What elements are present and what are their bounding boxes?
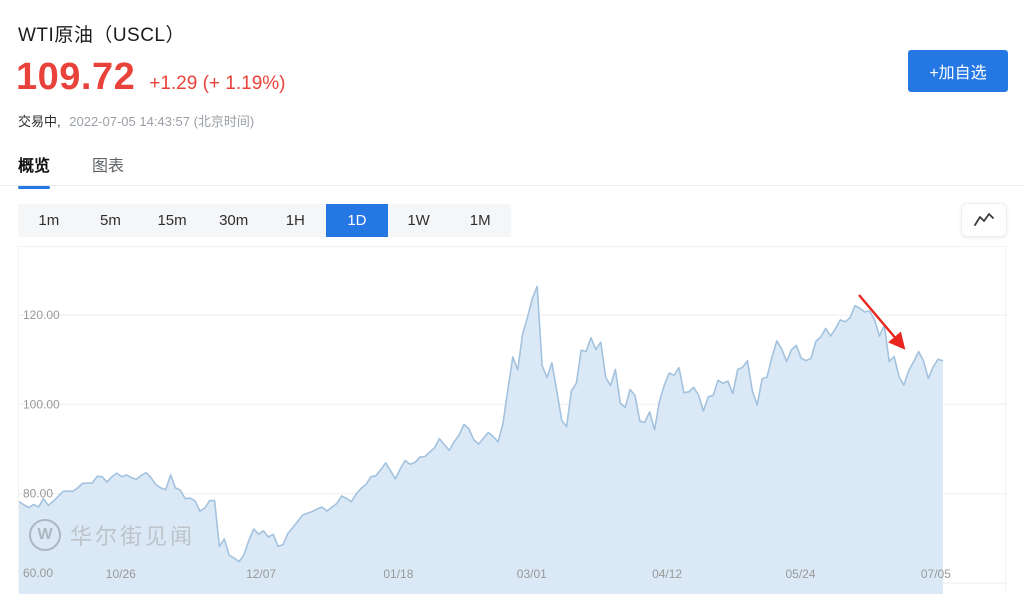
svg-text:10/26: 10/26 xyxy=(106,567,136,581)
svg-text:04/12: 04/12 xyxy=(652,567,682,581)
svg-text:60.00: 60.00 xyxy=(23,566,53,580)
tab-chart-label: 图表 xyxy=(92,158,125,175)
instrument-title: WTI原油（USCL） xyxy=(18,25,186,46)
price-row: 109.72 +1.29 (+ 1.19%) xyxy=(16,56,286,99)
add-watchlist-button[interactable]: +加自选 xyxy=(908,50,1008,92)
interval-30m[interactable]: 30m xyxy=(219,212,249,229)
interval-selector: 1m 5m 15m 30m 1H 1D 1W 1M xyxy=(18,204,511,237)
svg-text:120.00: 120.00 xyxy=(23,308,60,322)
interval-1w[interactable]: 1W xyxy=(407,212,430,229)
line-chart-icon xyxy=(974,213,994,226)
chart-style-button[interactable] xyxy=(961,203,1007,237)
price-change: +1.29 (+ 1.19%) xyxy=(149,73,286,94)
last-price: 109.72 xyxy=(16,56,136,98)
view-tabs: 概览 图表 xyxy=(18,152,124,189)
svg-text:100.00: 100.00 xyxy=(23,397,60,411)
interval-15m[interactable]: 15m xyxy=(157,212,187,229)
interval-1m-month[interactable]: 1M xyxy=(469,212,491,229)
interval-1d[interactable]: 1D xyxy=(326,204,388,237)
trading-status: 交易中, xyxy=(18,114,61,129)
price-chart: 120.00 100.00 80.00 60.00 10/26 12/07 01/18 03/… xyxy=(19,285,1007,594)
svg-text:05/24: 05/24 xyxy=(785,567,815,581)
svg-text:01/18: 01/18 xyxy=(383,567,413,581)
svg-text:07/05: 07/05 xyxy=(921,567,951,581)
quote-timestamp: 2022-07-05 14:43:57 (北京时间) xyxy=(69,114,255,129)
interval-1m[interactable]: 1m xyxy=(38,212,60,229)
svg-text:12/07: 12/07 xyxy=(246,567,276,581)
price-chart-container[interactable]: 120.00 100.00 80.00 60.00 10/26 12/07 01/18 03/… xyxy=(18,246,1007,594)
interval-1h[interactable]: 1H xyxy=(285,212,305,229)
tab-overview[interactable]: 概览 xyxy=(18,152,51,189)
tab-overview-label: 概览 xyxy=(18,158,51,175)
svg-text:80.00: 80.00 xyxy=(23,487,53,501)
tab-chart[interactable]: 图表 xyxy=(92,152,124,189)
svg-text:03/01: 03/01 xyxy=(517,567,547,581)
interval-5m[interactable]: 5m xyxy=(100,212,121,229)
tabs-divider xyxy=(0,185,1024,186)
trading-status-row: 交易中, 2022-07-05 14:43:57 (北京时间) xyxy=(18,111,254,130)
